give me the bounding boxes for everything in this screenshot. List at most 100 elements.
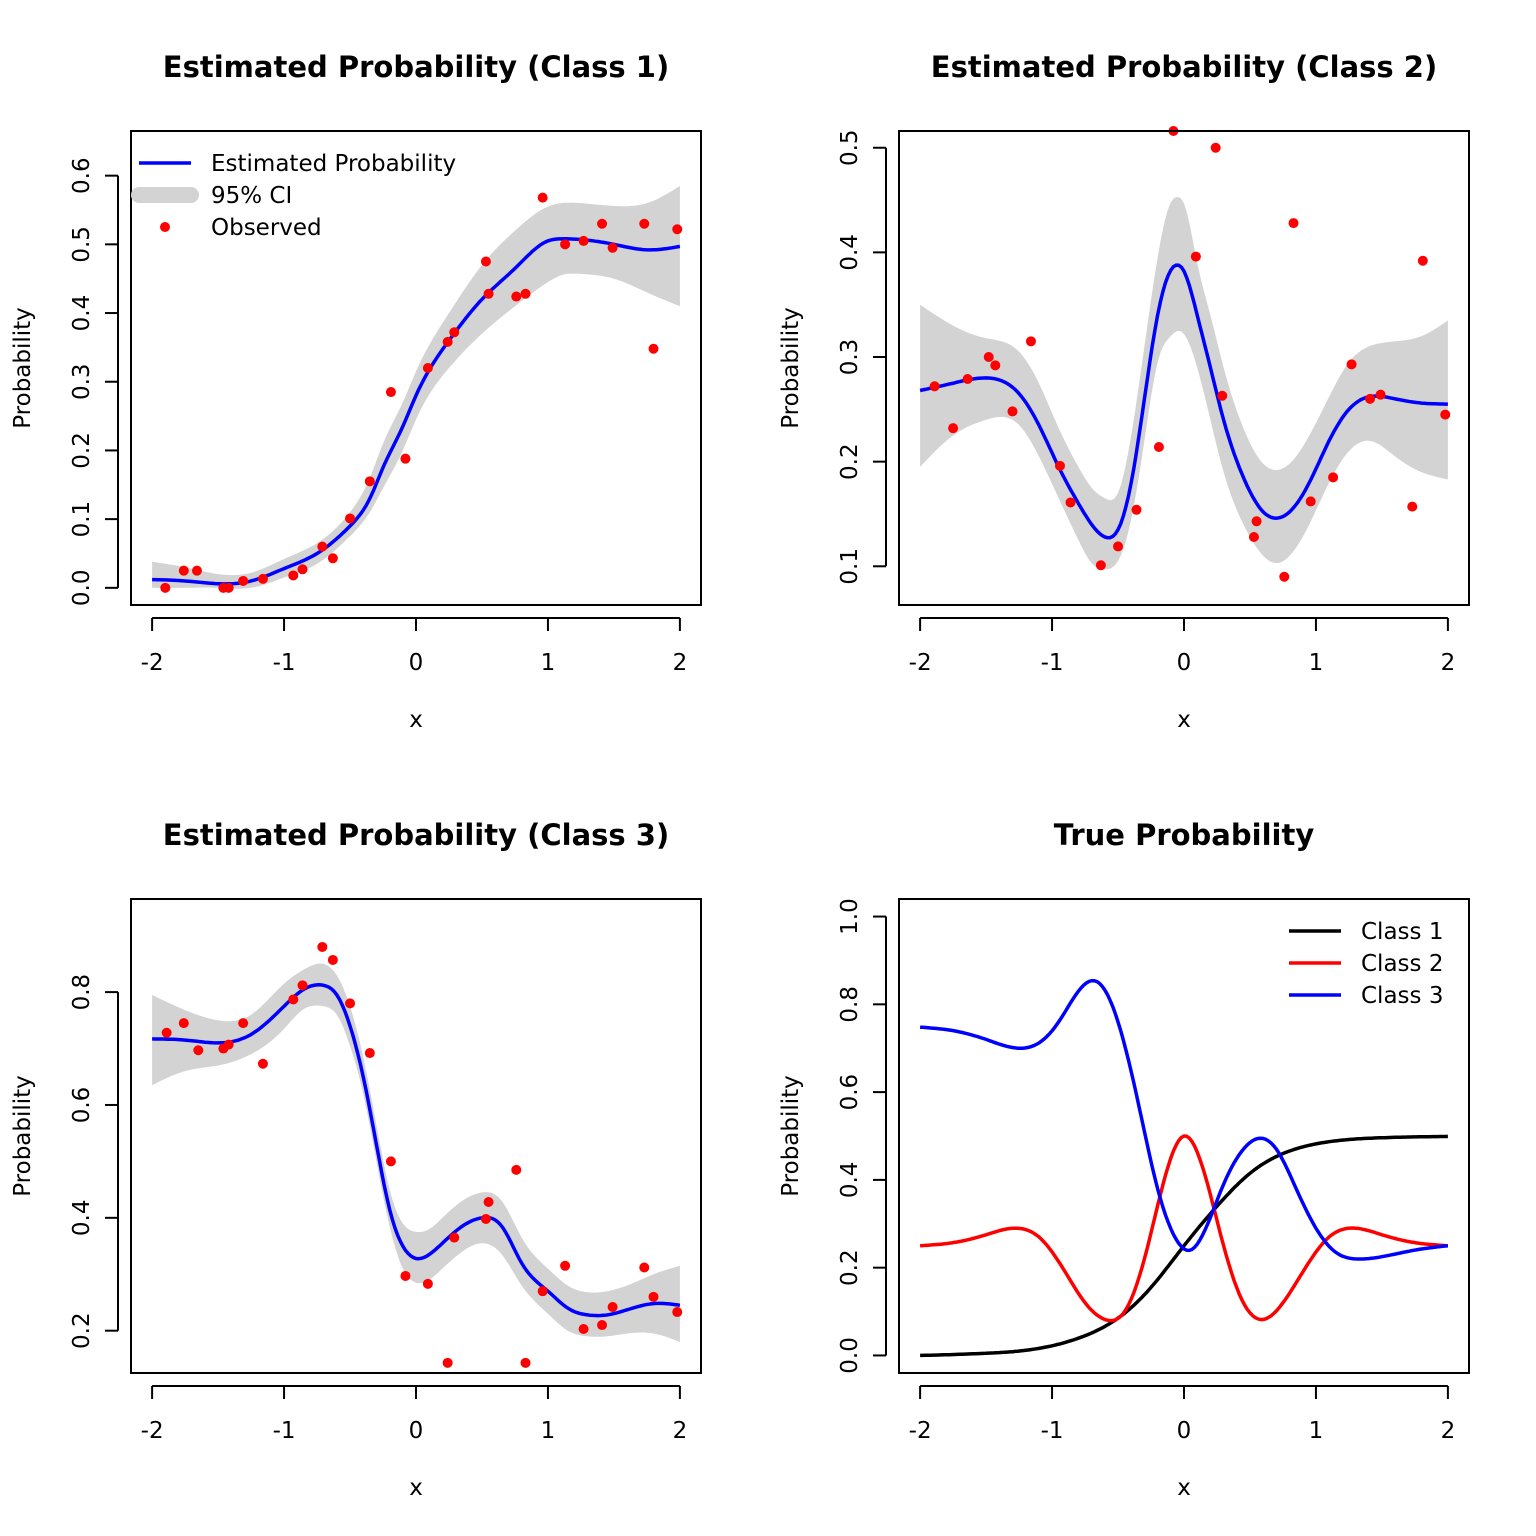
observed-point (511, 291, 522, 302)
observed-point (520, 1357, 531, 1368)
y-tick-label: 0.8 (69, 974, 95, 1011)
chart-title: Estimated Probability (Class 2) (931, 50, 1437, 84)
y-tick-label: 0.4 (69, 295, 95, 332)
observed-point (537, 1286, 548, 1297)
observed-point (317, 941, 328, 952)
observed-point (560, 239, 571, 250)
observed-point (1190, 251, 1201, 262)
observed-point (422, 363, 433, 373)
x-tick-label: -1 (273, 1418, 296, 1444)
panel-class-2: Estimated Probability (Class 2) x Probab… (778, 50, 1470, 733)
x-tick-label: 1 (1309, 1418, 1324, 1444)
ci-band (152, 963, 680, 1342)
observed-point (442, 336, 453, 347)
observed-point (327, 954, 338, 965)
y-tick-label: 0.6 (837, 1074, 863, 1111)
observed-point (1248, 531, 1259, 542)
observed-point (238, 1018, 249, 1029)
observed-point (345, 998, 356, 1009)
x-axis-label: x (1177, 707, 1191, 733)
observed-point (483, 288, 494, 299)
observed-point (1440, 409, 1451, 420)
observed-point (400, 453, 411, 464)
observed-point (990, 360, 1001, 371)
observed-point (1065, 497, 1076, 508)
y-tick-label: 0.4 (837, 234, 863, 271)
x-tick-label: 2 (673, 1418, 688, 1444)
observed-point (639, 218, 650, 229)
observed-point (1328, 472, 1339, 483)
observed-point (385, 387, 396, 398)
observed-point (385, 1156, 396, 1167)
observed-point (238, 575, 249, 586)
y-axis-label: Probability (10, 1075, 36, 1197)
series-line-estimated-probability (152, 983, 681, 1318)
observed-point (607, 242, 618, 253)
observed-point (983, 352, 994, 363)
y-tick-label: 0.6 (69, 157, 95, 194)
observed-point (297, 980, 308, 991)
x-tick-label: -1 (1041, 1418, 1064, 1444)
ci-band (920, 196, 1448, 570)
observed-point (948, 423, 959, 434)
observed-point (288, 994, 299, 1005)
x-tick-label: 1 (541, 650, 556, 676)
y-tick-label: 0.6 (69, 1087, 95, 1124)
observed-point (607, 1301, 618, 1312)
observed-point (480, 1213, 491, 1224)
x-axis-label: x (409, 1475, 423, 1501)
observed-point (1210, 142, 1221, 153)
observed-point (578, 235, 589, 246)
x-tick-label: 0 (1177, 1418, 1192, 1444)
observed-point (1417, 255, 1428, 266)
observed-point (1095, 560, 1106, 571)
panel-class-3: Estimated Probability (Class 3) x Probab… (10, 818, 702, 1501)
observed-point (672, 1307, 683, 1318)
observed-point (520, 288, 531, 299)
legend-label: Observed (211, 215, 322, 241)
observed-point (1251, 516, 1262, 527)
observed-point (364, 1048, 375, 1059)
legend: Estimated Probability 95% CI Observed (131, 151, 456, 241)
observed-point (1305, 496, 1316, 507)
observed-point (422, 1278, 433, 1289)
observed-point (480, 256, 491, 267)
x-tick-label: -1 (1041, 650, 1064, 676)
x-tick-label: -2 (141, 1418, 164, 1444)
observed-point (257, 573, 268, 584)
legend-label: Class 2 (1361, 951, 1443, 977)
plot-frame (898, 898, 1470, 1374)
observed-point (537, 192, 548, 203)
observed-point (483, 1197, 494, 1208)
observed-point (1131, 504, 1142, 515)
series-line-class-2 (920, 1134, 1448, 1323)
x-tick-label: 1 (541, 1418, 556, 1444)
y-tick-label: 0.1 (69, 501, 95, 538)
observed-point (929, 381, 940, 392)
y-tick-label: 1.0 (837, 898, 863, 935)
x-tick-label: 2 (1441, 1418, 1456, 1444)
observed-point (400, 1270, 411, 1281)
observed-point (597, 218, 608, 229)
plot-frame (130, 130, 702, 606)
plot-area (152, 186, 681, 589)
x-tick-label: 2 (1441, 650, 1456, 676)
observed-point (1365, 393, 1376, 404)
observed-point (962, 373, 973, 384)
x-axis-label: x (409, 707, 423, 733)
y-tick-label: 0.5 (837, 129, 863, 166)
observed-point (442, 1357, 453, 1368)
observed-point (597, 1320, 608, 1331)
observed-point (1054, 460, 1065, 471)
plot-area (919, 196, 1448, 570)
observed-point (345, 513, 356, 524)
observed-point (1217, 390, 1228, 401)
y-axis-label: Probability (778, 1075, 804, 1197)
plot-area (152, 963, 681, 1342)
y-axis-label: Probability (778, 307, 804, 429)
y-tick-label: 0.4 (69, 1200, 95, 1237)
legend-label: Estimated Probability (211, 151, 456, 177)
y-tick-label: 0.2 (837, 443, 863, 480)
observed-point (288, 570, 299, 581)
y-tick-label: 0.2 (69, 1312, 95, 1349)
